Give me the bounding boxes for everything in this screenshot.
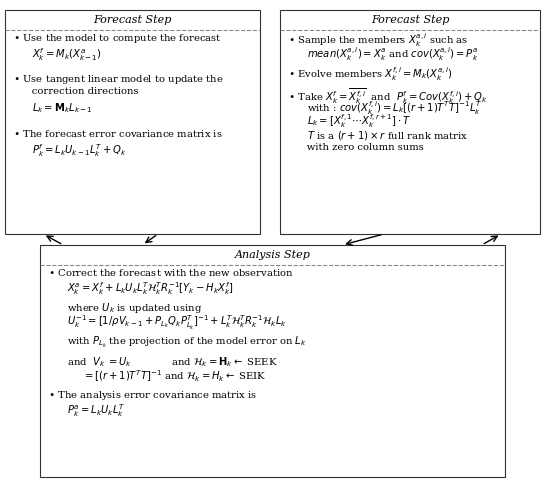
Text: $L_k = \mathbf{M}_k L_{k-1}$: $L_k = \mathbf{M}_k L_{k-1}$ xyxy=(13,102,93,115)
Text: $\quad\;\; = [(r+1)T^T T]^{-1}$ and $\mathcal{H}_k = H_k \leftarrow$ SEIK: $\quad\;\; = [(r+1)T^T T]^{-1}$ and $\ma… xyxy=(48,368,267,384)
Text: $U_k^{-1} = [1/\rho V_{k-1} + P_{L_k} Q_k P_{L_k}^T]^{-1} + L_k^T \mathcal{H}_k^: $U_k^{-1} = [1/\rho V_{k-1} + P_{L_k} Q_… xyxy=(48,314,287,332)
Text: $P_k^f = L_k U_{k-1} L_k^T + Q_k$: $P_k^f = L_k U_{k-1} L_k^T + Q_k$ xyxy=(13,142,127,159)
Text: where $U_k$ is updated using: where $U_k$ is updated using xyxy=(48,301,202,315)
Text: $\bullet$ Take $X_k^f = \overline{X_k^{f,i}}$  and  $P_k^f = Cov(X_k^{f,i}) + Q_: $\bullet$ Take $X_k^f = \overline{X_k^{f… xyxy=(288,86,488,106)
Text: Analysis Step: Analysis Step xyxy=(234,250,311,260)
Text: Forecast Step: Forecast Step xyxy=(93,15,172,25)
Text: $\bullet$ Evolve members $X_k^{f,i} = M_k(X_k^{a,i})$: $\bullet$ Evolve members $X_k^{f,i} = M_… xyxy=(288,66,452,83)
Bar xyxy=(5,10,260,234)
Text: $\bullet$ Sample the members $X_k^{a,i}$ such as: $\bullet$ Sample the members $X_k^{a,i}$… xyxy=(288,32,469,49)
Text: $mean(X_k^{a,i}) = X_k^a$ and $cov(X_k^{a,i}) = P_k^a$: $mean(X_k^{a,i}) = X_k^a$ and $cov(X_k^{… xyxy=(288,45,479,63)
Bar xyxy=(40,245,505,477)
Text: $\bullet$ Use the model to compute the forecast: $\bullet$ Use the model to compute the f… xyxy=(13,32,222,45)
Text: $X_k^f = M_k(X_{k-1}^a)$: $X_k^f = M_k(X_{k-1}^a)$ xyxy=(13,46,102,63)
Text: $\bullet$ Correct the forecast with the new observation: $\bullet$ Correct the forecast with the … xyxy=(48,267,294,278)
Text: $P_k^a = L_k U_k L_k^T$: $P_k^a = L_k U_k L_k^T$ xyxy=(48,402,125,419)
Bar xyxy=(280,10,540,234)
Text: $X_k^a = X_k^f + L_k U_k L_k^T \mathcal{H}_k^T R_k^{-1} [Y_k - H_k X_k^f]$: $X_k^a = X_k^f + L_k U_k L_k^T \mathcal{… xyxy=(48,281,234,297)
Text: and  $V_k \;= U_k$             and $\mathcal{H}_k = \mathbf{H}_k \leftarrow$ SEE: and $V_k \;= U_k$ and $\mathcal{H}_k = \… xyxy=(48,355,278,369)
Text: $L_k = [X_k^{f,1} \cdots X_k^{f,r+1}] \cdot T$: $L_k = [X_k^{f,1} \cdots X_k^{f,r+1}] \c… xyxy=(288,113,411,130)
Text: with $P_{L_k}$ the projection of the model error on $L_k$: with $P_{L_k}$ the projection of the mod… xyxy=(48,335,307,349)
Text: $T$ is a $(r+1) \times r$ full rank matrix: $T$ is a $(r+1) \times r$ full rank matr… xyxy=(288,129,468,142)
Text: $\bullet$ The forecast error covariance matrix is: $\bullet$ The forecast error covariance … xyxy=(13,128,223,139)
Text: $\bullet$ Use tangent linear model to update the: $\bullet$ Use tangent linear model to up… xyxy=(13,73,224,86)
Text: correction directions: correction directions xyxy=(13,87,138,96)
Text: with : $cov(X_k^{f,i}) = L_k[(r+1)T^T T]^{-1} L_k^T$: with : $cov(X_k^{f,i}) = L_k[(r+1)T^T T]… xyxy=(288,99,482,117)
Text: $\bullet$ The analysis error covariance matrix is: $\bullet$ The analysis error covariance … xyxy=(48,388,257,402)
Text: with zero column sums: with zero column sums xyxy=(288,143,424,152)
Text: Forecast Step: Forecast Step xyxy=(371,15,449,25)
